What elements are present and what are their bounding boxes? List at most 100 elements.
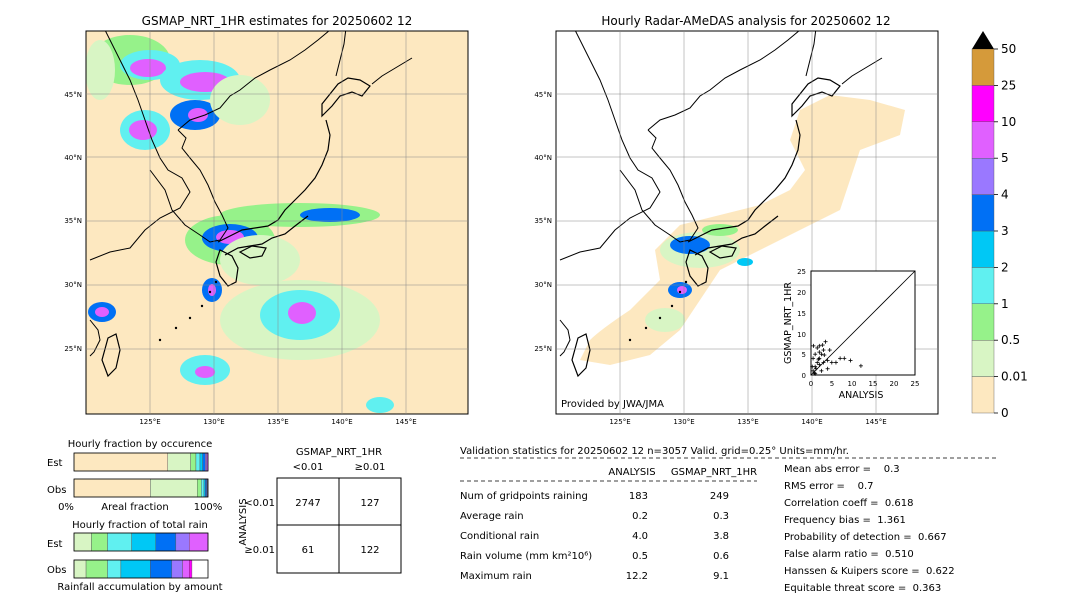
- scatter-point: [858, 363, 863, 368]
- colorbar-label: 50: [1001, 42, 1016, 56]
- occurrence-obs-segment: [203, 478, 206, 498]
- contingency-row-label: ≥0.01: [244, 545, 275, 556]
- scatter-point: [813, 371, 818, 376]
- scatter-point: [813, 352, 818, 357]
- right-map-lon-labels: 125°E 130°E 135°E 140°E 145°E: [609, 418, 886, 426]
- total-rain-obs-segment: [171, 559, 183, 579]
- validation-col-analysis: ANALYSIS: [608, 467, 655, 478]
- validation-row-label: Conditional rain: [460, 531, 539, 542]
- scatter-x-ticks: 0 5 10 15 20 25: [809, 380, 920, 388]
- validation-row-analysis: 183: [629, 491, 648, 502]
- colorbar-label: 0.5: [1001, 333, 1020, 347]
- scatter-point: [817, 362, 822, 367]
- contingency-cell: 127: [360, 498, 379, 509]
- scatter-point: [825, 366, 830, 371]
- contingency-cell: 61: [302, 545, 315, 556]
- right-map-radar-coverage: [580, 95, 905, 365]
- scatter-y-tick: 25: [797, 268, 806, 276]
- total-rain-row-est: Est: [47, 539, 63, 550]
- occurrence-est-segment: [195, 452, 201, 472]
- scatter-point: [821, 348, 826, 353]
- occurrence-obs-segment-frame: [73, 478, 209, 498]
- validation-row-gsmap: 9.1: [713, 571, 729, 582]
- occurrence-est-segment: [199, 452, 203, 472]
- colorbar-label: 4: [1001, 188, 1009, 202]
- total-rain-est-segment: [175, 532, 190, 552]
- scatter-point: [829, 360, 834, 365]
- occurrence-est-segment: [190, 452, 197, 472]
- scatter-point: [822, 353, 827, 358]
- validation-row-analysis: 0.5: [632, 551, 648, 562]
- scatter-x-label: ANALYSIS: [839, 390, 884, 401]
- scatter-x-tick: 5: [830, 380, 834, 388]
- occurrence-est-segment: [205, 452, 207, 472]
- total-rain-est-segment: [155, 532, 177, 552]
- scatter-point: [812, 370, 817, 375]
- total-rain-obs-segment: [85, 559, 108, 579]
- occurrence-obs-segment: [205, 478, 207, 498]
- scatter-y-tick: 20: [797, 289, 806, 297]
- colorbar-segment: [971, 267, 995, 304]
- data-credit: Provided by JWA/JMA: [561, 399, 664, 410]
- lon-label: 130°E: [203, 418, 224, 426]
- colorbar-label: 5: [1001, 151, 1009, 165]
- scatter-point: [825, 358, 830, 363]
- scatter-x-tick: 10: [848, 380, 857, 388]
- score-line: Hanssen & Kuipers score = 0.622: [784, 566, 955, 577]
- lat-label: 25°N: [64, 345, 82, 353]
- left-map-title: GSMAP_NRT_1HR estimates for 20250602 12: [142, 14, 413, 28]
- score-line: Probability of detection = 0.667: [784, 532, 947, 543]
- scatter-x-tick: 15: [869, 380, 878, 388]
- lon-label: 140°E: [331, 418, 352, 426]
- lat-label: 35°N: [64, 217, 82, 225]
- colorbar-segment: [971, 230, 995, 268]
- total-rain-obs-segment: [189, 559, 193, 579]
- validation-row-analysis: 0.2: [632, 511, 648, 522]
- total-rain-bars: [73, 532, 209, 579]
- colorbar-segment: [971, 157, 995, 195]
- lat-label: 25°N: [534, 345, 552, 353]
- contingency-cell: 122: [360, 545, 379, 556]
- total-rain-est-segment: [131, 532, 156, 552]
- total-rain-est-segment-frame: [73, 532, 209, 552]
- validation-rows: Num of gridpoints raining 183 249 Averag…: [460, 491, 729, 582]
- scatter-y-tick: 0: [802, 372, 806, 380]
- total-rain-est-segment: [189, 532, 209, 552]
- total-rain-x-label: Rainfall accumulation by amount: [57, 582, 222, 593]
- scatter-point: [848, 358, 853, 363]
- colorbar-segment: [971, 303, 995, 341]
- occurrence-row-obs: Obs: [47, 485, 66, 496]
- lat-label: 45°N: [64, 91, 82, 99]
- scatter-point: [838, 356, 843, 361]
- lat-label: 35°N: [534, 217, 552, 225]
- left-map-frame: [85, 30, 469, 415]
- validation-row-analysis: 12.2: [626, 571, 648, 582]
- colorbar-label: 25: [1001, 78, 1016, 92]
- right-map-title: Hourly Radar-AMeDAS analysis for 2025060…: [601, 14, 890, 28]
- total-rain-est-segment: [107, 532, 132, 552]
- scatter-point: [842, 356, 847, 361]
- lat-label: 40°N: [534, 154, 552, 162]
- occurrence-est-segment: [73, 452, 169, 472]
- occurrence-est-segment: [202, 452, 206, 472]
- scatter-y-ticks: 0 5 10 15 20 25: [797, 268, 806, 380]
- lat-label: 30°N: [64, 281, 82, 289]
- scatter-y-tick: 5: [802, 351, 806, 359]
- scatter-point: [811, 356, 816, 361]
- contingency-row-axis: ANALYSIS: [238, 498, 249, 545]
- total-rain-obs-segment: [120, 559, 151, 579]
- lon-label: 130°E: [673, 418, 694, 426]
- scatter-point: [811, 343, 816, 348]
- lon-label: 145°E: [865, 418, 886, 426]
- colorbar-segment: [971, 376, 995, 414]
- scatter-point: [810, 364, 815, 369]
- occurrence-obs-segment: [73, 478, 151, 498]
- total-rain-title: Hourly fraction of total rain: [72, 520, 208, 531]
- scatter-point: [833, 360, 838, 365]
- contingency-cell: 2747: [295, 498, 320, 509]
- lon-label: 125°E: [139, 418, 160, 426]
- lon-label: 135°E: [267, 418, 288, 426]
- colorbar-label: 0: [1001, 406, 1009, 420]
- right-map-grid: [556, 31, 938, 414]
- occurrence-bars: [73, 452, 209, 498]
